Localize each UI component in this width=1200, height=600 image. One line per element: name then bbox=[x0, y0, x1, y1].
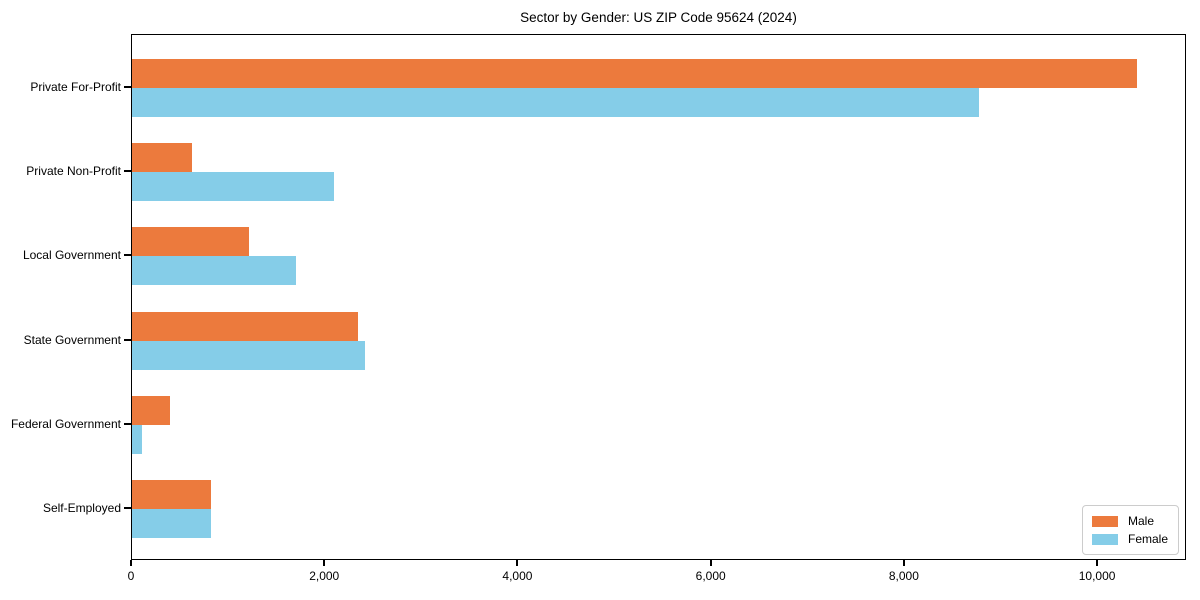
y-axis-tick bbox=[124, 422, 131, 425]
y-axis-tick bbox=[124, 507, 131, 509]
bar-male-2 bbox=[132, 227, 249, 257]
x-axis-tick-label: 6,000 bbox=[695, 569, 726, 583]
bar-female-0 bbox=[132, 88, 980, 117]
category-label: State Government bbox=[23, 332, 121, 347]
category-label: Self-Employed bbox=[42, 501, 121, 515]
x-axis-tick bbox=[1096, 560, 1099, 566]
bar-male-3 bbox=[132, 311, 359, 341]
bar-female-5 bbox=[132, 509, 212, 538]
bar-male-0 bbox=[132, 59, 1137, 88]
x-axis-tick bbox=[902, 560, 905, 566]
category-label: Federal Government bbox=[10, 416, 121, 431]
bar-male-5 bbox=[132, 480, 212, 509]
legend-label: Female bbox=[1127, 532, 1168, 546]
y-axis-tick bbox=[124, 86, 131, 88]
legend-swatch-female bbox=[1091, 533, 1118, 545]
x-axis-tick bbox=[709, 560, 712, 566]
legend-swatch-male bbox=[1091, 515, 1118, 527]
x-axis-tick-label: 2,000 bbox=[309, 569, 340, 583]
x-axis-tick-label: 4,000 bbox=[502, 569, 533, 583]
x-axis-tick-label: 0 bbox=[127, 569, 135, 583]
bar-female-3 bbox=[132, 340, 365, 370]
category-label: Private Non-Profit bbox=[26, 164, 121, 179]
bar-female-4 bbox=[132, 424, 142, 454]
y-axis-tick bbox=[124, 338, 131, 341]
y-axis-tick bbox=[124, 170, 131, 173]
bar-male-4 bbox=[132, 395, 170, 425]
x-axis-tick bbox=[130, 560, 132, 566]
x-axis-tick bbox=[323, 560, 326, 566]
bar-male-1 bbox=[132, 143, 192, 173]
chart-title: Sector by Gender: US ZIP Code 95624 (202… bbox=[520, 10, 797, 25]
x-axis-tick-label: 10,000 bbox=[1078, 569, 1116, 583]
y-axis-tick bbox=[124, 254, 131, 257]
bar-female-2 bbox=[132, 256, 297, 286]
plot-area: Male Female bbox=[131, 34, 1186, 560]
category-label: Private For-Profit bbox=[30, 80, 121, 94]
x-axis-tick-label: 8,000 bbox=[888, 569, 919, 583]
legend-row-female: Female bbox=[1091, 530, 1168, 548]
bar-female-1 bbox=[132, 172, 334, 202]
legend: Male Female bbox=[1081, 505, 1179, 555]
x-axis-tick bbox=[516, 560, 519, 566]
legend-row-male: Male bbox=[1091, 512, 1168, 530]
category-label: Local Government bbox=[22, 248, 121, 263]
legend-label: Male bbox=[1127, 514, 1154, 528]
